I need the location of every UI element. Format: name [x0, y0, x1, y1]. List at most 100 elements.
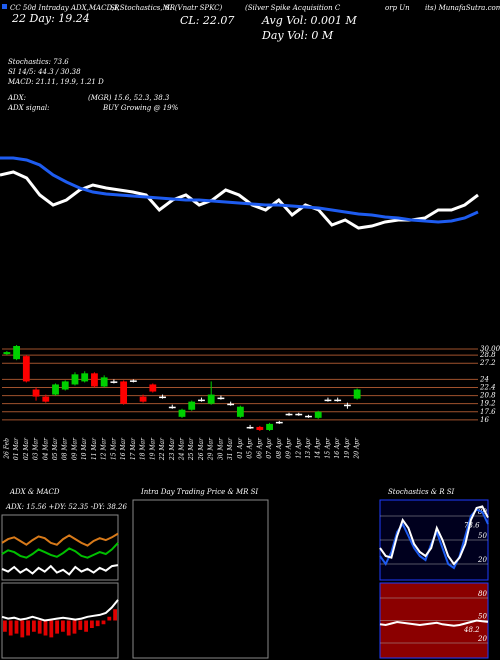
macd-bar — [14, 620, 19, 634]
header-text: SI (Vnatr SPKC) — [165, 4, 223, 12]
candle-body — [198, 399, 205, 402]
macd-bar — [78, 620, 83, 630]
x-tick-label: 15 Mar — [110, 437, 117, 460]
candle-body — [91, 373, 98, 387]
macd-bar — [26, 620, 30, 636]
y-tick-label: 20.8 — [479, 392, 496, 400]
x-tick-label: 09 Mar — [71, 437, 78, 460]
header-text: 22 Day: 19.24 — [11, 12, 90, 25]
avg-volume: Avg Vol: 0.001 M — [261, 14, 358, 27]
candle-body — [13, 346, 20, 360]
candle-body — [217, 397, 225, 400]
x-tick-label: 03 Mar — [33, 437, 40, 460]
panel-annotation: ADX: 15.56 +DY: 52.35 -DY: 38.26 — [5, 503, 127, 511]
macd-bar — [101, 620, 106, 625]
stat-text: MACD: 21.11, 19.9, 1.21 D — [7, 78, 104, 86]
candle-body — [285, 413, 293, 416]
x-tick-label: 25 Mar — [188, 437, 195, 461]
y-tick-label: 80 — [478, 590, 487, 598]
y-tick-label: 28.8 — [479, 351, 496, 359]
y-tick-label: 22.4 — [479, 383, 496, 391]
macd-bar — [37, 620, 42, 634]
candle-body — [353, 389, 361, 399]
panel-title: Stochastics & R SI — [388, 488, 455, 496]
x-tick-label: 26 Feb — [3, 438, 10, 460]
y-tick-label: 30.00 — [480, 345, 500, 353]
macd-bar — [95, 620, 100, 627]
close-price: CL: 22.07 — [180, 14, 234, 27]
macd-bar — [66, 620, 71, 636]
candle-body — [275, 421, 283, 424]
x-tick-label: 01 Apr — [237, 437, 244, 459]
y-tick-label: 50 — [478, 613, 487, 621]
header-text: orp Un — [385, 4, 410, 12]
x-tick-label: 11 Mar — [91, 437, 98, 460]
x-tick-label: 05 Apr — [247, 437, 254, 459]
y-tick-label: 16 — [480, 416, 489, 424]
x-tick-label: 29 Mar — [208, 437, 215, 461]
macd-bar — [49, 620, 54, 638]
candle-body — [266, 423, 273, 430]
y-tick-label: 20 — [477, 556, 487, 564]
candle-body — [295, 413, 303, 416]
x-tick-label: 31 Mar — [227, 437, 234, 460]
stat-text: ADX signal: — [7, 104, 49, 112]
header-text: SI,Stochastics,MR — [110, 4, 176, 12]
candle-body — [22, 356, 30, 382]
header-text: its) MunafaSutra.com — [425, 4, 500, 12]
x-tick-label: 16 Apr — [334, 437, 341, 459]
x-tick-label: 16 Mar — [120, 437, 127, 460]
stat-text: SI 14/5: 44.3 / 30.38 — [8, 68, 81, 76]
x-tick-label: 05 Mar — [52, 437, 59, 460]
macd-bar — [43, 620, 48, 636]
candle-body — [227, 403, 235, 406]
candle-body — [71, 374, 79, 385]
candle-body — [334, 399, 342, 402]
x-tick-label: 13 Apr — [305, 437, 312, 459]
panel-annotation: 48.2 — [463, 626, 480, 634]
candle-body — [3, 352, 11, 355]
candle-body — [110, 381, 118, 383]
x-tick-label: 12 Mar — [101, 437, 108, 460]
series-line — [1, 564, 119, 576]
stat-text: ADX: — [7, 94, 26, 102]
candle-body — [188, 401, 196, 410]
candle-body — [81, 373, 89, 382]
macd-bar — [55, 620, 59, 634]
x-tick-label: 12 Apr — [295, 437, 302, 459]
panel-annotation: 73.6 — [464, 522, 480, 530]
macd-bar — [20, 620, 25, 638]
stat-text: Stochastics: 73.6 — [8, 58, 69, 66]
candle-body — [314, 411, 322, 418]
y-tick-label: 27.2 — [479, 359, 496, 367]
series-line — [1, 532, 119, 547]
macd-bar — [32, 620, 36, 632]
macd-bar — [84, 620, 88, 632]
x-tick-label: 09 Apr — [286, 437, 293, 459]
panel-frame — [132, 499, 269, 659]
day-volume: Day Vol: 0 M — [261, 29, 334, 42]
candle-body — [32, 389, 40, 397]
candle-body — [52, 384, 59, 395]
series-line — [1, 542, 119, 559]
x-tick-label: 23 Mar — [169, 437, 176, 461]
x-tick-label: 06 Apr — [256, 437, 263, 459]
candle-body — [129, 380, 137, 382]
candle-body — [256, 426, 264, 430]
y-tick-label: 24 — [479, 375, 489, 383]
candle-body — [236, 406, 244, 417]
x-tick-label: 22 Mar — [159, 437, 166, 461]
macd-bar — [107, 616, 112, 621]
candle-body — [139, 396, 147, 402]
series-line — [1, 599, 119, 622]
y-tick-label: 19.2 — [480, 400, 496, 408]
x-tick-label: 26 Mar — [198, 437, 205, 461]
x-tick-label: 20 Apr — [354, 437, 361, 460]
x-tick-label: 19 Apr — [344, 437, 351, 459]
series-line — [379, 619, 489, 627]
series-line — [0, 156, 479, 224]
macd-bar — [113, 609, 117, 621]
candle-body — [246, 426, 254, 429]
x-tick-label: 14 Apr — [315, 437, 322, 459]
